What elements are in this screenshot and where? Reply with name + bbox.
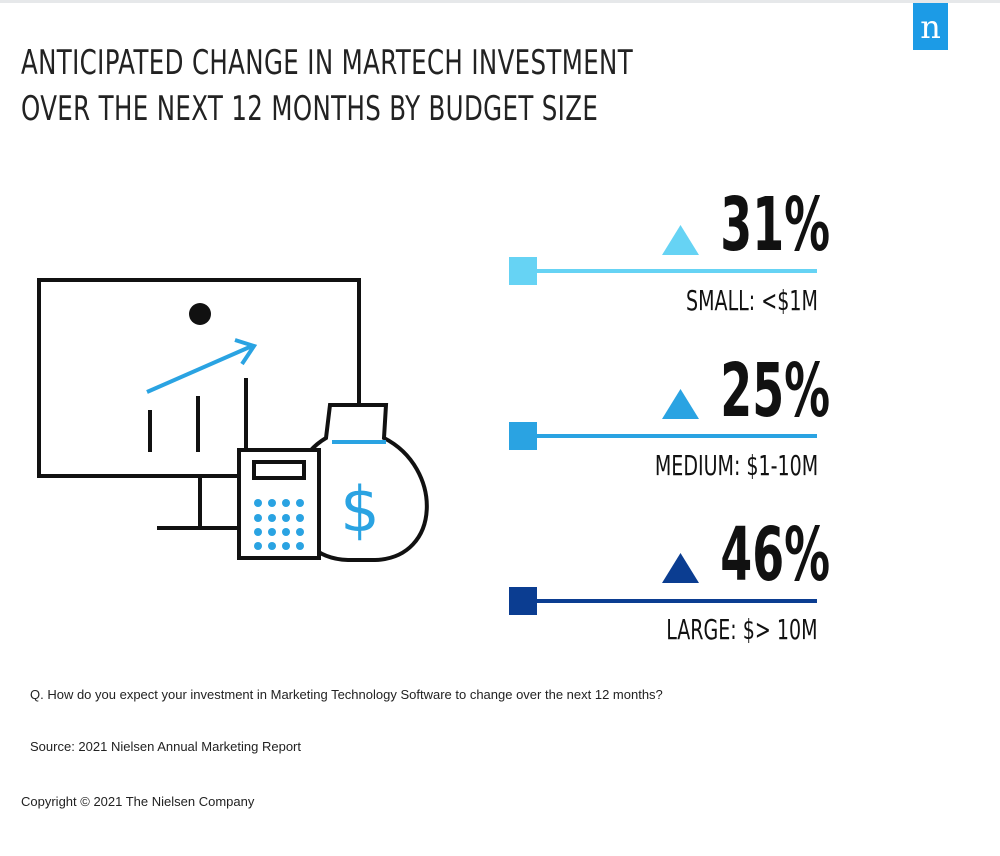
row-rule-line bbox=[510, 269, 817, 273]
page-title: ANTICIPATED CHANGE IN MARTECH INVESTMENT… bbox=[21, 40, 712, 132]
medium-budget-label: MEDIUM: $1-10M bbox=[654, 449, 818, 482]
row-marker-square bbox=[509, 422, 537, 450]
title-line-2: OVER THE NEXT 12 MONTHS BY BUDGET SIZE bbox=[21, 89, 599, 129]
growth-chart-icon bbox=[146, 338, 258, 452]
top-rule bbox=[0, 0, 1000, 3]
copyright-note: Copyright © 2021 The Nielsen Company bbox=[21, 794, 255, 809]
source-note: Source: 2021 Nielsen Annual Marketing Re… bbox=[30, 739, 301, 754]
dollar-sign: $ bbox=[340, 473, 379, 546]
logo-letter: n bbox=[920, 7, 941, 46]
increase-triangle-icon bbox=[662, 389, 699, 419]
row-marker-square bbox=[509, 257, 537, 285]
title-line-1: ANTICIPATED CHANGE IN MARTECH INVESTMENT bbox=[21, 43, 634, 83]
row-rule-line bbox=[510, 434, 817, 438]
medium-change-value: 25% bbox=[720, 348, 830, 434]
increase-triangle-icon bbox=[662, 553, 699, 583]
increase-triangle-icon bbox=[662, 225, 699, 255]
small-budget-label: SMALL: <$1M bbox=[686, 284, 818, 317]
money-bag-icon: $ bbox=[289, 403, 429, 562]
nielsen-logo: n bbox=[913, 3, 948, 50]
investment-illustration: $ bbox=[37, 278, 429, 562]
large-budget-label: LARGE: $> 10M bbox=[666, 613, 818, 646]
row-marker-square bbox=[509, 587, 537, 615]
survey-question: Q. How do you expect your investment in … bbox=[30, 687, 663, 702]
small-change-value: 31% bbox=[720, 182, 830, 268]
large-change-value: 46% bbox=[720, 512, 830, 598]
calculator-icon bbox=[237, 448, 321, 560]
monitor-icon bbox=[37, 278, 361, 530]
row-rule-line bbox=[510, 599, 817, 603]
